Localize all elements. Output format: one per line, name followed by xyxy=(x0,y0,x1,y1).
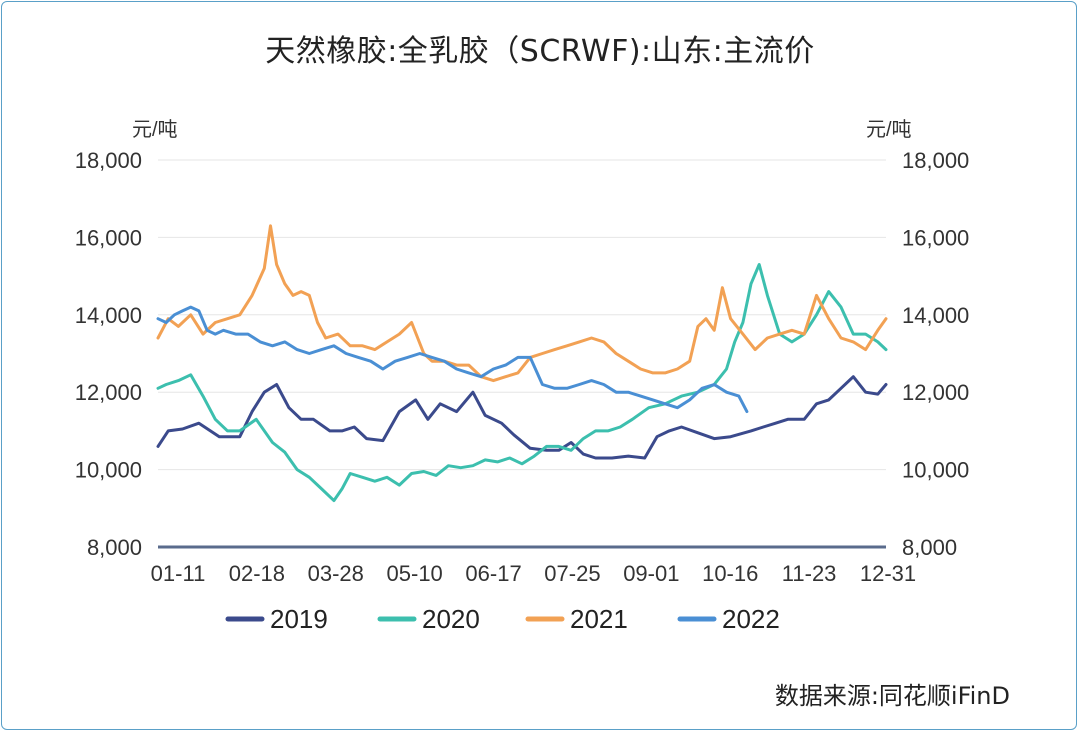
legend-label-2019: 2019 xyxy=(270,604,328,634)
y-tick-label-left: 18,000 xyxy=(75,148,142,173)
series-line-2021 xyxy=(156,224,888,383)
x-tick-label: 06-17 xyxy=(465,561,521,586)
y-axis-unit-right: 元/吨 xyxy=(866,118,912,141)
y-axis-unit-left: 元/吨 xyxy=(132,118,178,141)
series-line-2019 xyxy=(156,375,888,460)
x-tick-label: 09-01 xyxy=(623,561,679,586)
y-tick-label-right: 10,000 xyxy=(902,458,969,483)
y-tick-label-left: 14,000 xyxy=(75,303,142,328)
legend-label-2021: 2021 xyxy=(570,604,628,634)
x-tick-label: 05-10 xyxy=(387,561,443,586)
y-tick-label-right: 16,000 xyxy=(902,225,969,250)
y-tick-label-left: 12,000 xyxy=(75,380,142,405)
series-line-2020 xyxy=(156,263,888,503)
x-tick-label: 10-16 xyxy=(702,561,758,586)
legend-label-2022: 2022 xyxy=(722,604,780,634)
y-tick-label-right: 12,000 xyxy=(902,380,969,405)
series-line-2022 xyxy=(156,305,749,414)
x-tick-label: 11-23 xyxy=(782,561,837,586)
legend-label-2020: 2020 xyxy=(422,604,480,634)
x-tick-label: 12-31 xyxy=(860,561,916,586)
y-tick-label-left: 8,000 xyxy=(87,535,142,560)
y-tick-label-left: 16,000 xyxy=(75,225,142,250)
y-tick-label-right: 18,000 xyxy=(902,148,969,173)
y-tick-label-right: 14,000 xyxy=(902,303,969,328)
x-tick-label: 01-11 xyxy=(151,561,206,586)
x-tick-label: 07-25 xyxy=(544,561,600,586)
x-tick-label: 02-18 xyxy=(229,561,285,586)
x-tick-label: 03-28 xyxy=(308,561,364,586)
chart-title: 天然橡胶:全乳胶（SCRWF):山东:主流价 xyxy=(265,34,815,69)
y-tick-label-left: 10,000 xyxy=(75,458,142,483)
y-tick-label-right: 8,000 xyxy=(902,535,957,560)
data-source-note: 数据来源:同花顺iFinD xyxy=(774,682,1010,710)
